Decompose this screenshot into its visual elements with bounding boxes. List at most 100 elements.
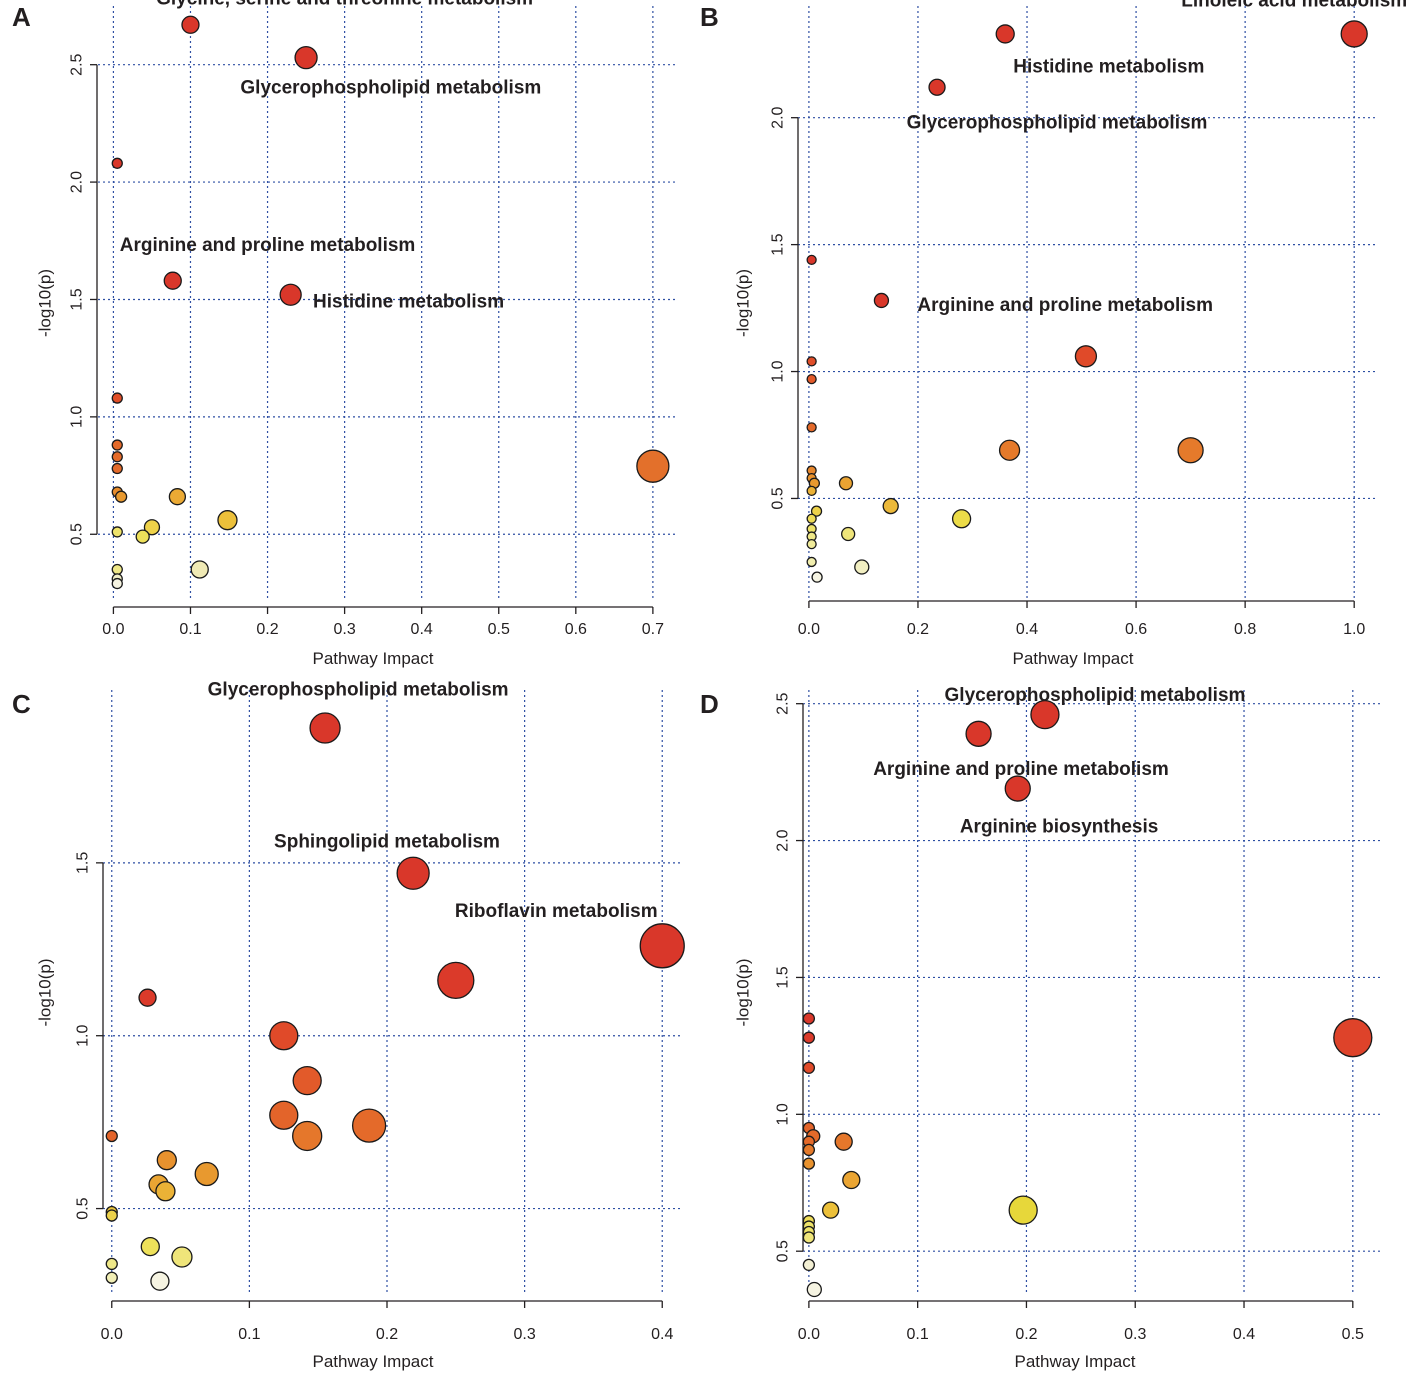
- pathway-point[interactable]: [171, 1246, 193, 1268]
- pathway-point[interactable]: [111, 157, 123, 169]
- x-tick-label: 0.3: [513, 1326, 535, 1343]
- pathway-point[interactable]: [437, 961, 475, 1000]
- pathway-point[interactable]: [111, 526, 123, 538]
- pathway-point[interactable]: [105, 1209, 118, 1222]
- pathway-point[interactable]: [1008, 1195, 1038, 1225]
- pathway-point[interactable]: [168, 488, 187, 506]
- y-axis-title: -log10(p): [734, 958, 753, 1026]
- pathway-point[interactable]: [111, 563, 123, 576]
- y-tick-label: 2.5: [775, 692, 792, 714]
- pathway-point[interactable]: [111, 451, 123, 463]
- pathway-point[interactable]: [806, 374, 817, 385]
- y-tick-label: 0.5: [75, 1197, 92, 1219]
- pathway-point[interactable]: [181, 15, 200, 34]
- y-tick-label: 2.5: [69, 53, 86, 75]
- pathway-point[interactable]: [928, 78, 946, 96]
- x-tick-label: 0.2: [1015, 1326, 1037, 1343]
- pathway-point[interactable]: [802, 1157, 816, 1170]
- x-tick-label: 0.0: [798, 1326, 820, 1343]
- pathway-point[interactable]: [806, 356, 817, 367]
- pathway-point[interactable]: [639, 923, 685, 969]
- panel-d: D 0.0 0.1 0.2 0.3 0.4 0.5 0.5 1.0 1.5 2.0 2.5 Pathwa…: [700, 685, 1380, 1371]
- pathway-point[interactable]: [1177, 437, 1204, 464]
- pathway-point[interactable]: [143, 519, 161, 536]
- pathway-point[interactable]: [111, 392, 123, 404]
- panel-letter: C: [12, 689, 31, 719]
- pathway-point[interactable]: [838, 476, 854, 491]
- pathway-point[interactable]: [806, 513, 817, 524]
- y-tick-label: 1.5: [69, 288, 86, 310]
- pathway-point[interactable]: [269, 1021, 299, 1051]
- pathway-point[interactable]: [842, 1170, 861, 1190]
- pathway-point[interactable]: [292, 1120, 323, 1152]
- pathway-point[interactable]: [806, 485, 817, 496]
- pathway-point[interactable]: [1074, 345, 1098, 368]
- pathway-point[interactable]: [802, 1258, 816, 1272]
- pathway-point[interactable]: [802, 1061, 816, 1074]
- pathway-point[interactable]: [806, 539, 817, 550]
- pathway-point[interactable]: [965, 720, 992, 747]
- pathway-point[interactable]: [155, 1181, 176, 1202]
- pathway-point[interactable]: [140, 1236, 160, 1257]
- pathway-point[interactable]: [114, 490, 128, 503]
- pathway-point[interactable]: [105, 1257, 118, 1271]
- pathway-point[interactable]: [821, 1201, 840, 1219]
- x-tick-label: 0.1: [907, 1326, 929, 1343]
- pathway-point[interactable]: [810, 505, 823, 517]
- pathway-point[interactable]: [806, 254, 817, 265]
- pathway-point[interactable]: [194, 1161, 219, 1187]
- pathway-annotation: Arginine biosynthesis: [960, 816, 1158, 837]
- pathway-point[interactable]: [292, 1066, 322, 1096]
- pathway-point[interactable]: [150, 1271, 170, 1291]
- pathway-point[interactable]: [802, 1031, 816, 1044]
- pathway-point[interactable]: [138, 988, 157, 1007]
- pathway-point[interactable]: [351, 1108, 387, 1143]
- pathway-point[interactable]: [190, 560, 209, 579]
- pathway-point[interactable]: [806, 1281, 822, 1298]
- panel-letter: A: [12, 2, 31, 32]
- pathway-point[interactable]: [279, 283, 302, 306]
- pathway-point[interactable]: [882, 497, 899, 515]
- pathway-point[interactable]: [806, 422, 817, 433]
- pathway-point[interactable]: [802, 1231, 816, 1244]
- pathway-annotation: Glycerophospholipid metabolism: [945, 685, 1246, 706]
- x-tick-label: 0.6: [1125, 621, 1147, 638]
- pathway-point[interactable]: [294, 46, 318, 70]
- pathway-point[interactable]: [1030, 699, 1060, 730]
- pathway-point[interactable]: [217, 510, 238, 531]
- pathway-point[interactable]: [873, 292, 890, 309]
- y-tick-label: 0.5: [770, 487, 787, 509]
- pathway-point[interactable]: [1004, 775, 1031, 802]
- pathway-point[interactable]: [834, 1132, 853, 1151]
- y-tick-label: 1.0: [69, 406, 86, 428]
- pathway-point[interactable]: [1333, 1018, 1373, 1058]
- pathway-point[interactable]: [854, 559, 870, 575]
- pathway-point[interactable]: [802, 1012, 816, 1025]
- x-tick-label: 0.1: [238, 1326, 260, 1343]
- x-tick-label: 0.3: [333, 621, 355, 638]
- pathway-point[interactable]: [105, 1129, 118, 1143]
- pathway-point[interactable]: [998, 439, 1021, 461]
- pathway-point[interactable]: [636, 449, 670, 483]
- pathway-point[interactable]: [135, 529, 150, 544]
- panel-letter: B: [700, 2, 719, 32]
- pathway-point[interactable]: [951, 509, 972, 529]
- pathway-point[interactable]: [995, 24, 1015, 44]
- pathway-point[interactable]: [111, 577, 123, 590]
- pathway-point[interactable]: [806, 556, 817, 568]
- pathway-point[interactable]: [111, 462, 123, 475]
- pathway-point[interactable]: [105, 1271, 118, 1284]
- pathway-point[interactable]: [841, 526, 856, 542]
- panel-b: B 0.0 0.2 0.4 0.6 0.8 1.0 0.5 1.0 1.5 2.0 Pathway I…: [700, 0, 1407, 668]
- pathway-point[interactable]: [156, 1150, 177, 1171]
- pathway-point[interactable]: [1340, 20, 1368, 48]
- pathway-annotation: Arginine and proline metabolism: [873, 759, 1169, 780]
- pathway-point[interactable]: [811, 571, 823, 583]
- pathway-point[interactable]: [309, 712, 341, 744]
- pathway-point[interactable]: [111, 439, 123, 451]
- pathway-point[interactable]: [269, 1100, 299, 1130]
- pathway-point[interactable]: [802, 1143, 816, 1157]
- pathway-point[interactable]: [163, 271, 182, 290]
- x-axis-title: Pathway Impact: [313, 1352, 434, 1371]
- pathway-point[interactable]: [396, 856, 430, 890]
